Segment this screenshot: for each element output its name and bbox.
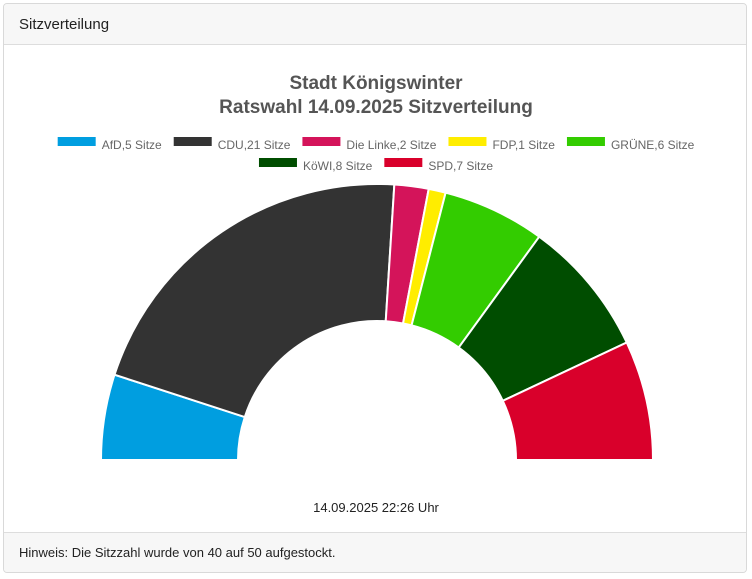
legend-swatch-gruene[interactable] [566,137,605,146]
legend-swatch-cdu[interactable] [173,137,212,146]
legend-swatch-koewi[interactable] [258,158,297,167]
legend-label-fdp[interactable]: FDP,1 Sitze [492,138,555,152]
panel-footer-note: Hinweis: Die Sitzzahl wurde von 40 auf 5… [4,532,746,572]
seat-distribution-chart: Stadt Königswinter Ratswahl 14.09.2025 S… [57,73,695,515]
legend-label-cdu[interactable]: CDU,21 Sitze [218,138,291,152]
seat-segment-cdu[interactable] [113,183,396,419]
seat-segment-spd[interactable] [501,341,655,461]
legend-swatch-fdp[interactable] [448,137,487,146]
panel-header: Sitzverteilung [4,4,746,45]
legend-label-gruene[interactable]: GRÜNE,6 Sitze [611,138,695,152]
legend-label-die-linke[interactable]: Die Linke,2 Sitze [346,138,436,152]
chart-legend: AfD,5 Sitze CDU,21 Sitze Die Linke,2 Sitze… [57,137,695,173]
legend-swatch-die-linke[interactable] [302,137,341,146]
chart-title-line-1: Stadt Königswinter [289,73,463,94]
legend-label-koewi[interactable]: KöWI,8 Sitze [303,159,373,173]
chart-timestamp: 14.09.2025 22:26 Uhr [313,500,439,515]
legend-swatch-afd[interactable] [57,137,96,146]
legend-swatch-spd[interactable] [384,158,423,167]
legend-label-afd[interactable]: AfD,5 Sitze [102,138,162,152]
seat-distribution-panel: Sitzverteilung Stadt Königswinter Ratswa… [3,3,747,573]
chart-arcs [99,183,655,461]
chart-title-line-2: Ratswahl 14.09.2025 Sitzverteilung [219,97,533,118]
legend-label-spd[interactable]: SPD,7 Sitze [428,159,493,173]
